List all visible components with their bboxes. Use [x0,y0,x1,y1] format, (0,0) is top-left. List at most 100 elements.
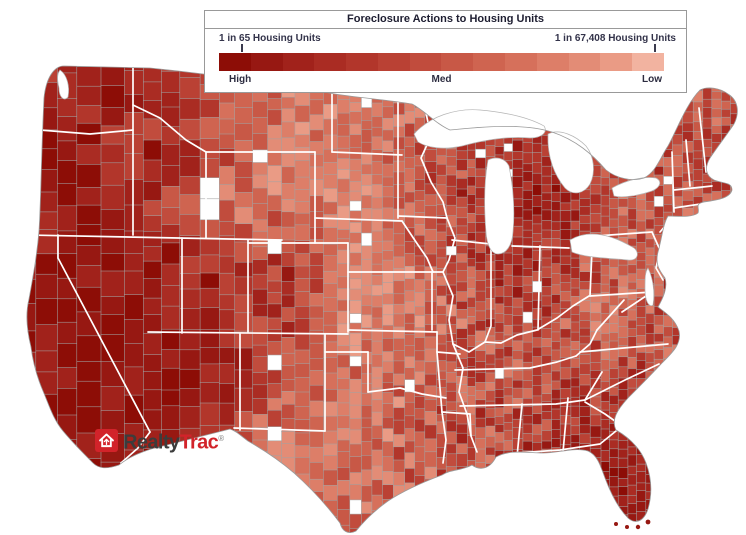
county-cell [252,203,269,221]
county-cell [653,315,665,326]
county-cell [323,214,338,229]
county-cell [711,252,722,261]
county-cell [692,502,704,512]
county-cell [663,377,673,389]
county-cell [503,325,514,336]
county-cell [26,330,37,353]
county-cell [371,377,384,389]
county-cell [445,401,458,412]
county-cell [76,265,102,288]
county-cell [404,428,416,442]
county-cell [100,314,125,335]
county-cell [371,197,384,210]
county-cell [281,252,296,267]
county-cell [456,92,468,103]
county-cell [512,510,524,524]
county-cell [692,322,704,332]
lake-shape [413,109,546,149]
legend-right-tick [654,44,656,52]
county-cell [503,505,514,518]
county-cell [682,413,694,423]
county-cell [161,165,181,187]
county-cell [143,260,163,280]
county-cell [702,479,713,492]
county-cell [579,223,591,232]
state-border [436,351,443,413]
county-cell [35,494,59,520]
county-cell [636,482,647,492]
county-cell [445,315,458,326]
county-cell [161,305,181,330]
county-cell [35,371,59,395]
county-cell [467,506,477,521]
county-cell [456,309,468,320]
county-cell [404,367,416,381]
county-cell [559,192,572,204]
county-cell [672,327,684,337]
county-cell [267,109,283,126]
county-cell [730,169,738,179]
county-cell [636,335,647,345]
county-cell [721,289,732,299]
county-cell [475,141,487,150]
county-cell [281,307,296,323]
county-cell [522,258,534,269]
county-cell [294,488,311,502]
county-cell [551,370,561,382]
county-cell [337,389,351,404]
county-cell [143,159,163,182]
county-cell [445,443,458,455]
county-cell [663,336,673,349]
county-cell [522,292,534,303]
county-cell [503,356,514,368]
county-cell [672,261,684,272]
county-cell [485,372,496,383]
county-cell [456,443,468,455]
county-cell [721,270,732,281]
county-cell [627,357,638,370]
county-cell [702,525,713,533]
county-cell [589,505,602,515]
county-cell [445,528,458,533]
county-cell [485,528,496,533]
county-cell [730,404,738,414]
county-cell [393,197,406,210]
state-border [703,202,708,215]
county-cell [692,293,704,306]
county-cell [579,198,591,208]
county-cell [512,139,524,152]
county-cell [600,177,611,186]
county-cell [721,351,732,362]
county-cell [161,263,181,287]
county-cell [702,268,713,280]
county-cell [124,153,145,180]
county-cell [522,508,534,519]
coastline [26,65,738,533]
county-cell [349,222,362,234]
county-cell [551,504,561,515]
county-cell [323,430,338,445]
county-cell [692,284,704,295]
county-cell [739,507,746,517]
county-cell [692,215,704,225]
county-cell [424,324,438,338]
county-cell [281,391,296,405]
county-cell [26,130,37,155]
county-cell [703,53,712,62]
lake-shape [547,131,594,194]
county-cell [692,455,704,465]
county-cell [579,109,591,122]
county-cell [281,239,296,254]
county-cell [323,311,338,326]
county-cell [645,201,655,211]
county-cell [124,230,145,255]
state-border [671,151,675,213]
county-cell [559,202,572,212]
county-cell [294,201,311,214]
county-cell [570,199,581,211]
county-cell [436,457,447,470]
county-cell [252,117,269,135]
county-cell [349,210,362,224]
county-cell [219,363,236,385]
county-cell [76,458,102,486]
